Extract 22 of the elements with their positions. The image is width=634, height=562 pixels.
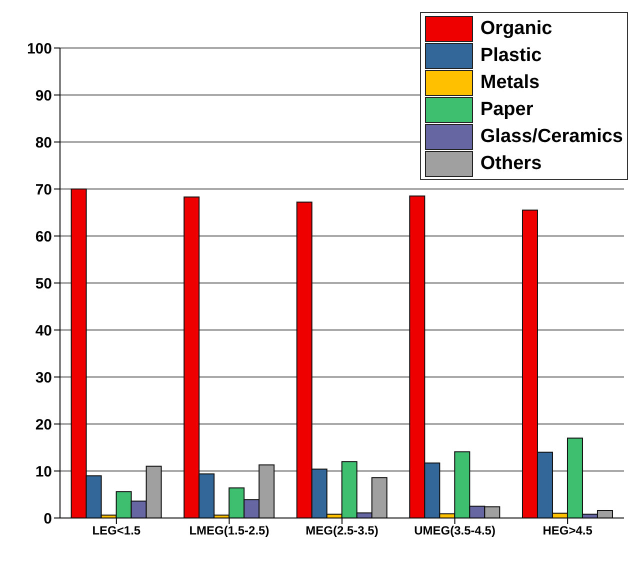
y-tick-label: 30: [35, 369, 52, 386]
y-tick-label: 0: [44, 510, 52, 528]
y-tick-label: 40: [35, 322, 52, 340]
y-tick-label: 80: [35, 134, 52, 152]
y-tick-label: 70: [35, 181, 52, 198]
legend-label: Plastic: [480, 44, 542, 66]
y-tick-label: 50: [35, 275, 52, 292]
x-tick-label: UMEG(3.5-4.5): [414, 524, 496, 538]
y-tick-label: 60: [35, 228, 52, 246]
y-tick-label: 20: [35, 416, 52, 434]
legend-label: Paper: [480, 98, 534, 120]
legend-label: Organic: [480, 18, 552, 40]
legend-label: Others: [480, 152, 542, 174]
legend-label: Glass/Ceramics: [480, 126, 623, 148]
y-tick-label: 100: [26, 40, 52, 58]
x-tick-label: HEG>4.5: [542, 524, 593, 538]
x-tick-label: MEG(2.5-3.5): [306, 524, 378, 538]
y-tick-label: 10: [35, 463, 52, 480]
x-tick-label: LEG<1.5: [92, 524, 141, 538]
legend-label: Metals: [480, 72, 540, 94]
y-tick-label: 90: [35, 87, 52, 104]
x-tick-label: LMEG(1.5-2.5): [189, 524, 270, 538]
